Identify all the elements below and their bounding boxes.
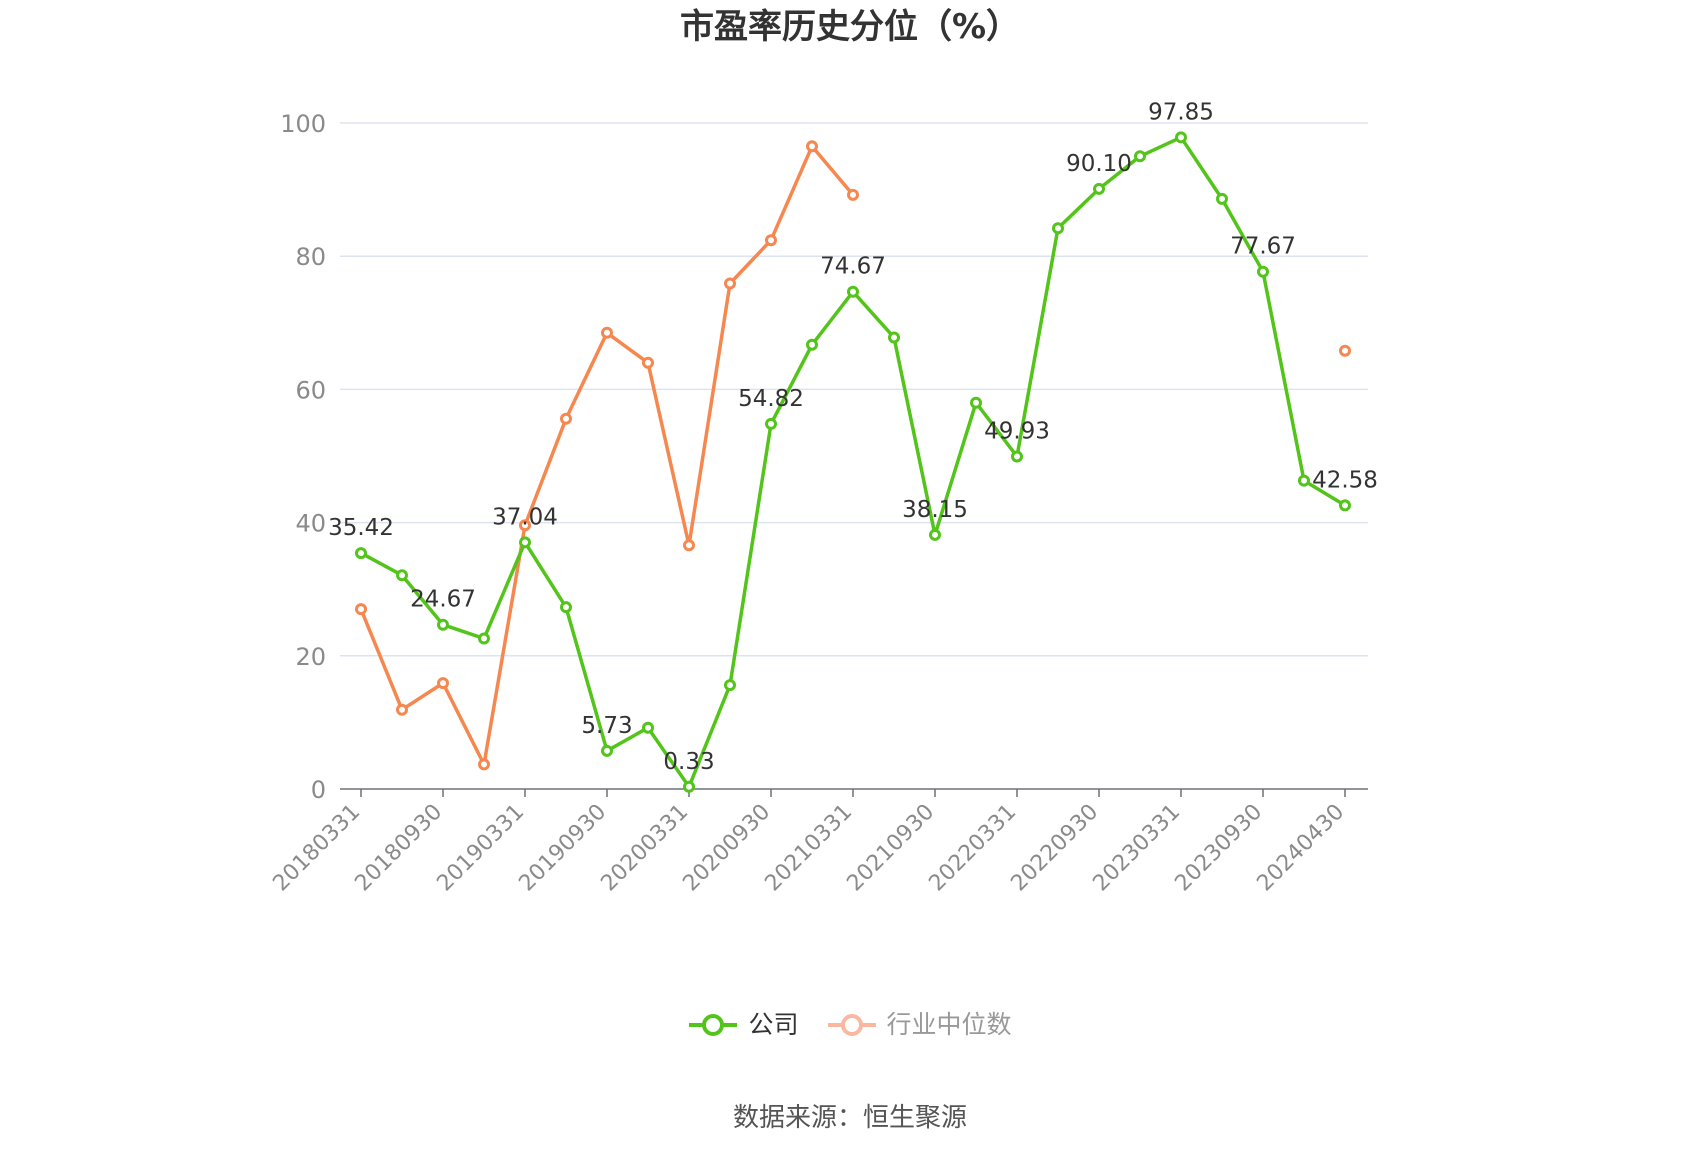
x-tick-label: 20240430 <box>1252 800 1349 897</box>
x-tick-label: 20200930 <box>678 800 775 897</box>
y-tick-label: 20 <box>295 643 326 671</box>
x-tick-label: 20190331 <box>432 800 529 897</box>
data-point <box>847 285 859 298</box>
data-label: 90.10 <box>1066 151 1132 177</box>
data-point <box>888 331 900 344</box>
data-point <box>478 758 490 771</box>
data-label: 42.58 <box>1312 467 1378 493</box>
x-tick-label: 20200331 <box>596 800 693 897</box>
data-label: 49.93 <box>984 418 1050 444</box>
data-point <box>1175 131 1187 144</box>
data-point <box>1011 450 1023 463</box>
series-lines <box>355 131 1351 793</box>
data-label: 74.67 <box>820 254 886 280</box>
data-label: 0.33 <box>663 749 714 775</box>
legend-item-company[interactable]: 公司 <box>688 1005 799 1045</box>
data-point <box>970 396 982 409</box>
data-point <box>519 519 531 532</box>
data-point <box>1134 150 1146 163</box>
data-point <box>560 601 572 614</box>
series-line <box>360 135 1346 789</box>
x-tick-label: 20230930 <box>1170 800 1267 897</box>
data-point <box>601 326 613 339</box>
data-point <box>765 234 777 247</box>
data-point <box>642 356 654 369</box>
y-tick-label: 80 <box>295 243 326 271</box>
series-company <box>355 131 1351 793</box>
data-label: 97.85 <box>1148 99 1214 125</box>
series-line <box>359 144 855 767</box>
data-label: 35.42 <box>328 515 394 541</box>
y-tick-label: 0 <box>311 776 326 804</box>
data-point <box>1216 192 1228 205</box>
data-point <box>601 744 613 757</box>
data-point <box>642 721 654 734</box>
data-point <box>560 412 572 425</box>
data-point <box>806 140 818 153</box>
data-point <box>1052 222 1064 235</box>
x-tick-label: 20230331 <box>1088 800 1185 897</box>
data-label: 5.73 <box>581 713 632 739</box>
data-label: 77.67 <box>1230 234 1296 260</box>
grid-lines <box>340 122 1368 657</box>
data-point <box>806 338 818 351</box>
y-tick-label: 60 <box>295 376 326 404</box>
x-tick-label: 20210930 <box>842 800 939 897</box>
series-industry <box>355 140 1351 771</box>
data-point <box>355 547 367 560</box>
y-tick-label: 100 <box>280 110 326 138</box>
data-label: 37.04 <box>492 504 558 530</box>
data-point <box>765 417 777 430</box>
data-point <box>847 188 859 201</box>
data-point <box>478 632 490 645</box>
data-point <box>355 603 367 616</box>
data-point <box>1339 344 1351 357</box>
legend-industry-marker-icon <box>827 1014 876 1036</box>
data-point <box>519 536 531 549</box>
x-tick-label: 20220930 <box>1006 800 1103 897</box>
legend: 公司 行业中位数 <box>0 1005 1700 1045</box>
data-point <box>396 703 408 716</box>
data-point <box>683 780 695 793</box>
x-axis-tick-labels: 2018033120180930201903312019093020200331… <box>268 789 1349 896</box>
data-point <box>437 677 449 690</box>
x-tick-label: 20190930 <box>514 800 611 897</box>
data-label: 24.67 <box>410 587 476 613</box>
legend-label-industry: 行业中位数 <box>886 1010 1012 1039</box>
data-point <box>1093 182 1105 195</box>
data-point <box>724 277 736 290</box>
data-point <box>683 539 695 552</box>
chart-title: 市盈率历史分位（%） <box>679 7 1021 47</box>
data-point <box>396 569 408 582</box>
data-label: 38.15 <box>902 497 968 523</box>
data-point <box>1298 474 1310 487</box>
data-point <box>437 618 449 631</box>
data-label: 54.82 <box>738 386 804 412</box>
x-tick-label: 20180331 <box>268 800 365 897</box>
data-point <box>724 679 736 692</box>
x-tick-label: 20220331 <box>924 800 1021 897</box>
data-labels: 35.42 24.67 37.04 5.73 0.33 54.82 74.67 38.15 49… <box>328 99 1378 774</box>
x-tick-label: 20180930 <box>350 800 447 897</box>
data-point <box>1339 499 1351 512</box>
legend-company-marker-icon <box>689 1014 738 1036</box>
y-tick-label: 40 <box>295 510 326 538</box>
legend-item-industry[interactable]: 行业中位数 <box>827 1005 1012 1045</box>
data-point <box>1257 265 1269 278</box>
y-axis-tick-labels: 0 20 40 60 80 100 <box>280 110 326 804</box>
data-point <box>929 528 941 541</box>
x-tick-label: 20210331 <box>760 800 857 897</box>
legend-label-company: 公司 <box>748 1010 799 1039</box>
data-source-note: 数据来源：恒生聚源 <box>732 1103 967 1133</box>
